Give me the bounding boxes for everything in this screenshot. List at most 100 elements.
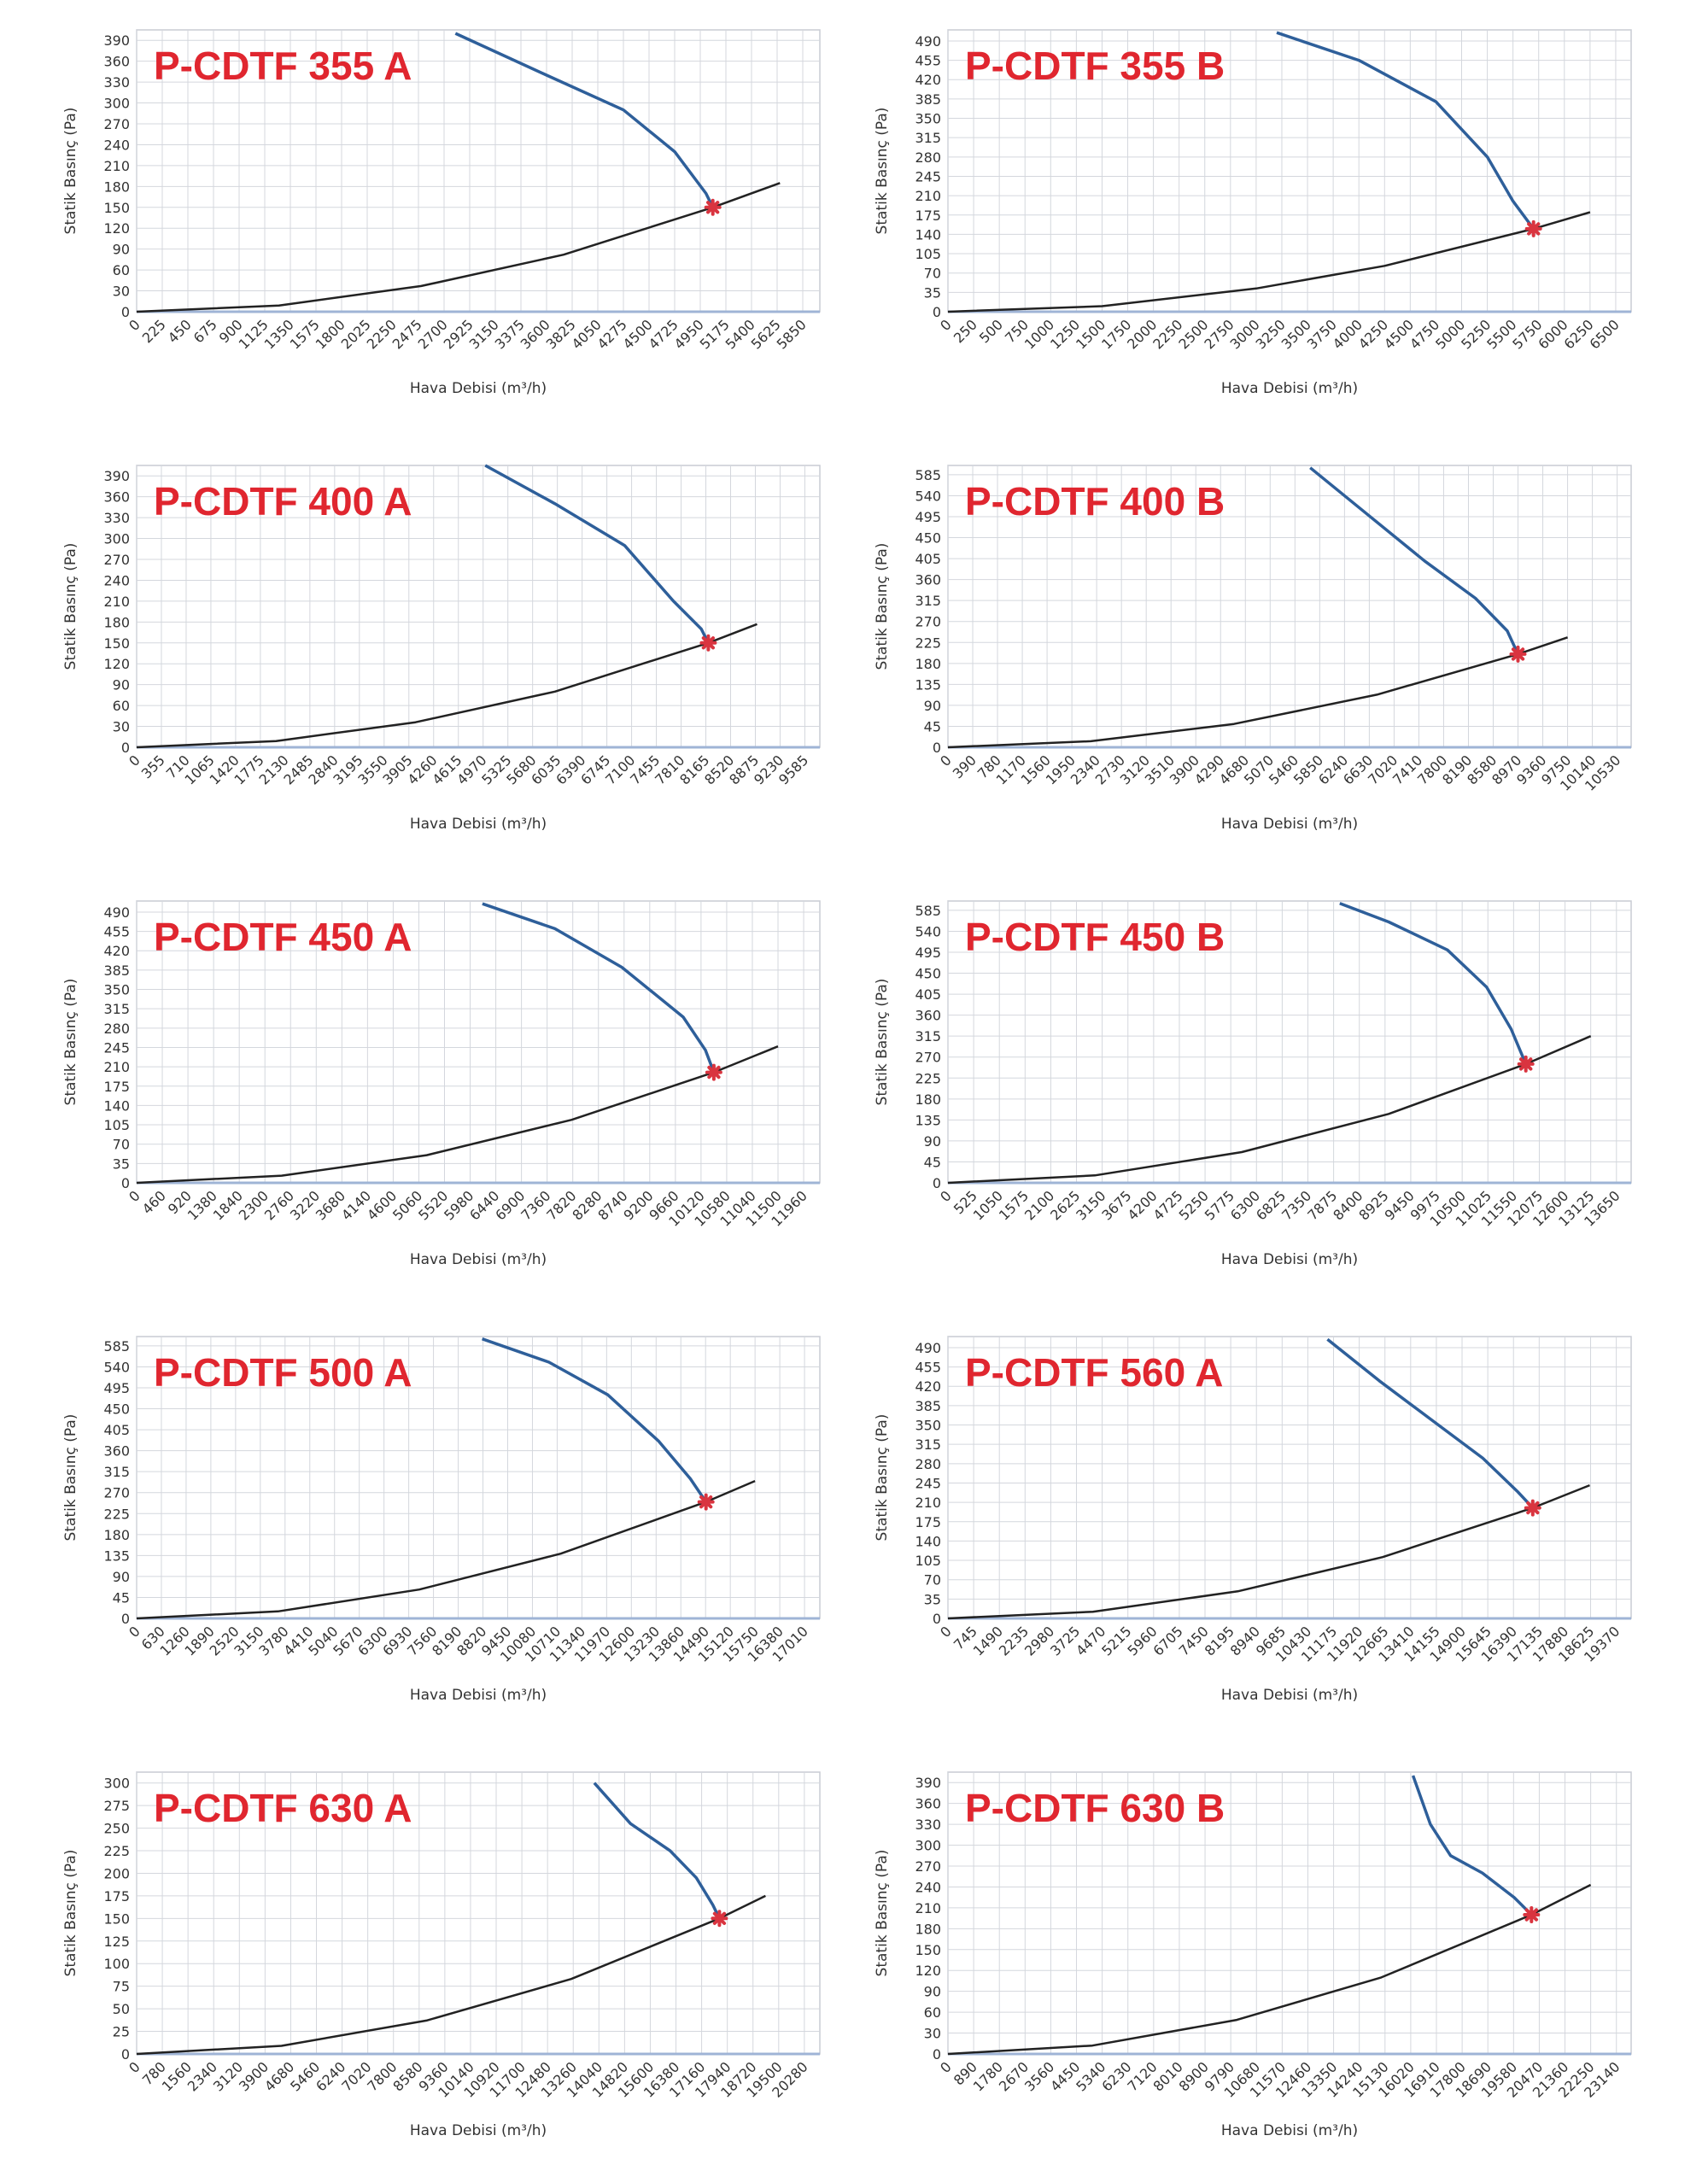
curve xyxy=(947,1883,1592,2056)
y-tick-label: 315 xyxy=(915,593,941,609)
y-tick-label: 240 xyxy=(915,1879,941,1895)
chart-title: P-CDTF 630 B xyxy=(965,1786,1225,1830)
y-tick-label: 35 xyxy=(924,284,941,301)
curve xyxy=(136,1479,756,1620)
y-tick-label: 390 xyxy=(103,32,130,49)
chart: 0459013518022527031536040545049554058505… xyxy=(874,900,1632,1268)
y-tick-label: 0 xyxy=(121,304,130,320)
y-tick-label: 90 xyxy=(113,1569,130,1585)
y-tick-label: 300 xyxy=(915,1838,941,1854)
x-tick-label: 0 xyxy=(937,2058,955,2076)
y-tick-label: 270 xyxy=(103,552,130,568)
y-axis-label: Statik Basınç (Pa) xyxy=(874,1414,891,1542)
y-tick-label: 120 xyxy=(915,1963,941,1979)
x-tick-label: 355 xyxy=(138,752,168,781)
y-tick-label: 405 xyxy=(103,1422,130,1438)
y-tick-label: 315 xyxy=(103,1001,130,1017)
curve xyxy=(1411,1775,1533,1916)
y-tick-label: 125 xyxy=(103,1934,130,1950)
y-axis-label: Statik Basınç (Pa) xyxy=(874,543,891,670)
chart: 0459013518022527031536040545049554058503… xyxy=(874,465,1632,833)
curve xyxy=(1276,31,1535,230)
y-tick-label: 150 xyxy=(103,635,130,652)
y-tick-label: 90 xyxy=(924,1133,941,1150)
y-tick-label: 585 xyxy=(915,467,941,483)
y-axis-label: Statik Basınç (Pa) xyxy=(62,1850,79,1977)
y-tick-label: 180 xyxy=(915,656,941,672)
y-tick-label: 140 xyxy=(103,1097,130,1114)
x-tick-label: 9585 xyxy=(775,752,811,787)
y-tick-label: 100 xyxy=(103,1956,130,1972)
x-tick-label: 6500 xyxy=(1587,316,1623,352)
y-tick-label: 315 xyxy=(915,1028,941,1044)
y-axis-label: Statik Basınç (Pa) xyxy=(62,1414,79,1542)
x-tick-label: 450 xyxy=(165,316,195,346)
y-tick-label: 450 xyxy=(103,1401,130,1418)
y-tick-label: 495 xyxy=(103,1380,130,1396)
y-tick-label: 0 xyxy=(121,1175,130,1191)
y-axis-label: Statik Basınç (Pa) xyxy=(62,979,79,1106)
y-tick-label: 490 xyxy=(915,1340,941,1356)
y-tick-label: 120 xyxy=(103,220,130,237)
y-tick-label: 210 xyxy=(103,1059,130,1075)
y-tick-label: 270 xyxy=(915,1050,941,1066)
x-tick-label: 225 xyxy=(139,316,169,346)
y-tick-label: 455 xyxy=(103,924,130,940)
y-tick-label: 45 xyxy=(924,1154,941,1170)
y-tick-label: 240 xyxy=(103,137,130,153)
chart: 0255075100125150175200225250275300078015… xyxy=(62,1771,821,2139)
y-tick-label: 105 xyxy=(915,246,941,262)
y-tick-label: 540 xyxy=(915,923,941,939)
y-tick-label: 280 xyxy=(915,149,941,166)
y-tick-label: 385 xyxy=(915,1398,941,1414)
y-tick-label: 225 xyxy=(103,1506,130,1522)
y-tick-label: 180 xyxy=(915,1091,941,1108)
curve xyxy=(136,1894,766,2056)
x-tick-label: 0 xyxy=(937,316,955,334)
curve xyxy=(136,623,757,749)
y-tick-label: 360 xyxy=(103,54,130,70)
y-tick-label: 420 xyxy=(915,72,941,88)
y-tick-label: 210 xyxy=(915,1900,941,1916)
x-tick-label: 0 xyxy=(126,2058,143,2076)
y-tick-label: 225 xyxy=(915,635,941,651)
x-tick-label: 5850 xyxy=(774,316,810,352)
y-tick-label: 490 xyxy=(915,33,941,50)
y-tick-label: 150 xyxy=(915,1942,941,1958)
y-tick-label: 270 xyxy=(103,1485,130,1501)
chart-title: P-CDTF 450 A xyxy=(154,915,412,959)
y-tick-label: 210 xyxy=(915,188,941,204)
y-tick-label: 90 xyxy=(113,242,130,258)
y-tick-label: 175 xyxy=(915,1514,941,1530)
y-tick-label: 60 xyxy=(924,2004,941,2021)
y-tick-label: 0 xyxy=(933,1611,941,1627)
y-tick-label: 300 xyxy=(103,1776,130,1792)
y-tick-label: 70 xyxy=(924,1572,941,1589)
curve xyxy=(482,902,716,1074)
curve xyxy=(136,182,781,313)
x-axis-label: Hava Debisi (m³/h) xyxy=(410,1251,547,1268)
y-tick-label: 270 xyxy=(915,1858,941,1875)
y-tick-label: 360 xyxy=(103,1443,130,1460)
y-tick-label: 360 xyxy=(103,489,130,506)
y-axis-label: Statik Basınç (Pa) xyxy=(62,108,79,235)
y-tick-label: 90 xyxy=(924,1984,941,2000)
x-axis-label: Hava Debisi (m³/h) xyxy=(1221,1251,1358,1268)
plot-area xyxy=(136,1771,821,2055)
y-tick-label: 315 xyxy=(915,1436,941,1453)
y-tick-label: 180 xyxy=(103,178,130,195)
chart-title: P-CDTF 500 A xyxy=(154,1350,412,1395)
y-tick-label: 280 xyxy=(915,1456,941,1472)
y-tick-label: 330 xyxy=(103,510,130,526)
x-axis-label: Hava Debisi (m³/h) xyxy=(410,2122,547,2139)
y-tick-label: 360 xyxy=(915,572,941,588)
y-tick-label: 50 xyxy=(113,2001,130,2017)
y-tick-label: 90 xyxy=(924,698,941,714)
y-tick-label: 420 xyxy=(103,943,130,959)
x-tick-label: 500 xyxy=(976,316,1006,346)
plot-area xyxy=(947,29,1632,313)
y-tick-label: 135 xyxy=(915,1112,941,1128)
y-tick-label: 0 xyxy=(933,1175,941,1191)
y-tick-label: 270 xyxy=(915,614,941,630)
